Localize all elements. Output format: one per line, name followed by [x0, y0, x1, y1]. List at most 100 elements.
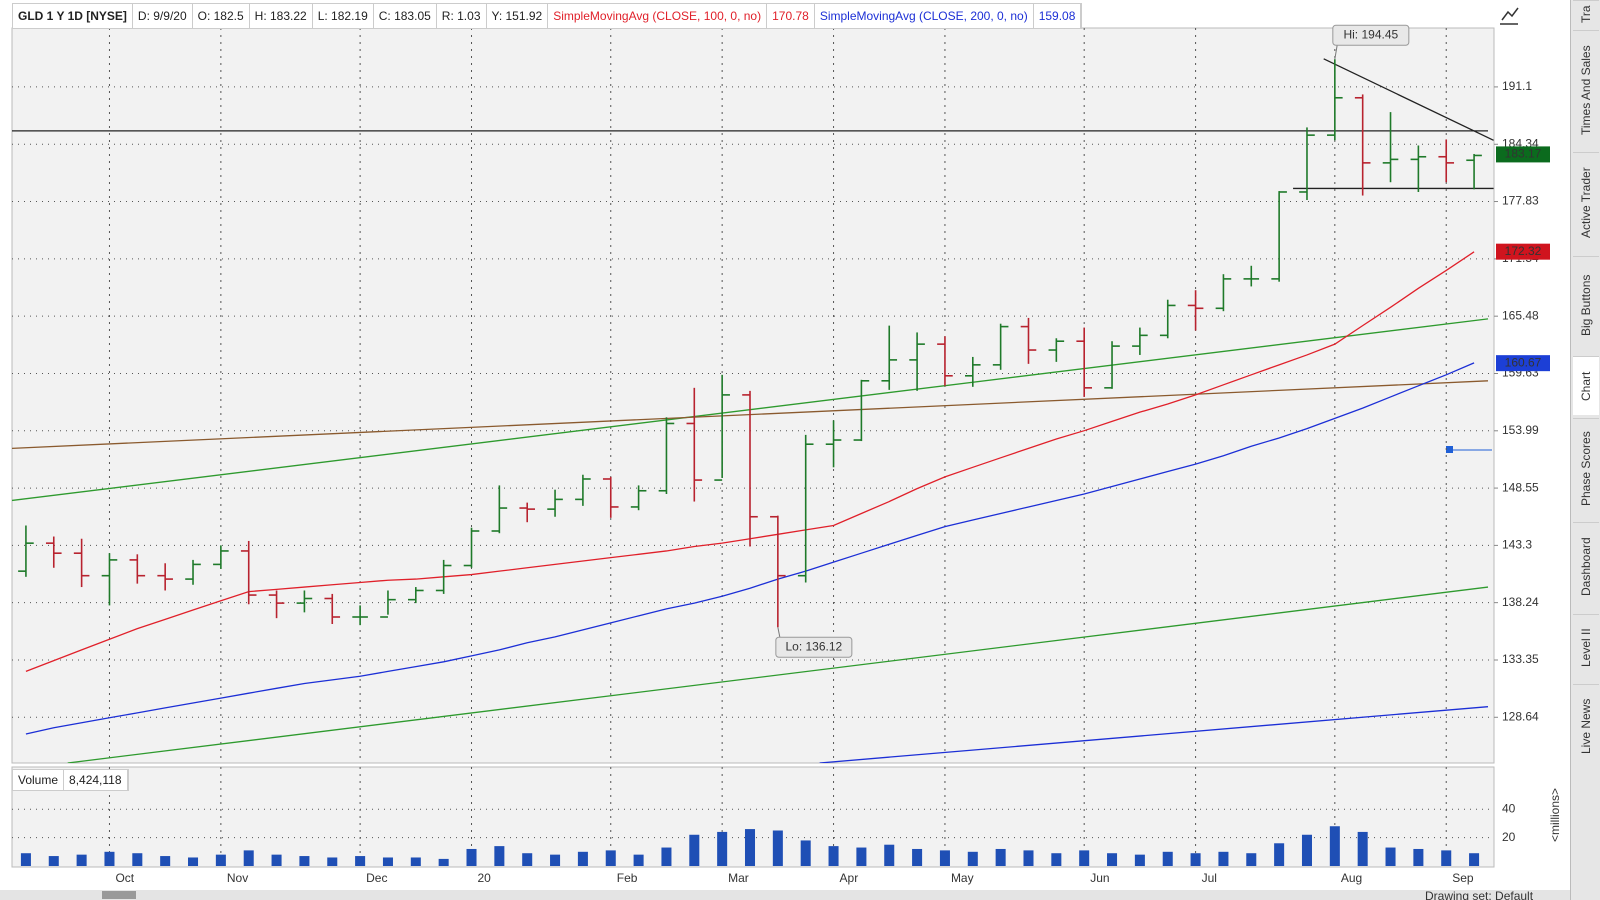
volume-bar — [1274, 843, 1285, 866]
volume-bar — [800, 840, 811, 866]
header-field: Y: 151.92 — [487, 4, 549, 28]
volume-bar — [355, 856, 366, 866]
volume-current: 8,424,118 — [64, 770, 128, 790]
volume-bar — [744, 829, 756, 866]
volume-bar — [160, 856, 171, 866]
volume-bar — [76, 854, 87, 866]
volume-bar — [1079, 850, 1090, 866]
y-tick-label: 148.55 — [1502, 480, 1539, 494]
x-tick-label: Aug — [1341, 871, 1362, 885]
volume-bar — [438, 858, 449, 866]
header-field: D: 9/9/20 — [133, 4, 193, 28]
sidebar-tab[interactable]: Tra — [1573, 0, 1599, 27]
volume-bar — [633, 854, 644, 866]
volume-bar — [215, 854, 226, 866]
sidebar-tab[interactable]: Live News — [1573, 684, 1599, 767]
price-tag-label: 183.17 — [1505, 147, 1542, 161]
volume-bar — [689, 834, 700, 866]
header-field: L: 182.19 — [313, 4, 374, 28]
price-tag — [1496, 243, 1550, 260]
sidebar-tab[interactable]: Active Trader — [1573, 152, 1599, 253]
drawing-set[interactable]: Drawing set: Default — [1425, 889, 1534, 900]
symbol-title[interactable]: GLD 1 Y 1D [NYSE] — [13, 4, 133, 28]
volume-bar — [299, 856, 310, 866]
volume-units: <millions> — [1548, 788, 1562, 842]
sidebar-tab[interactable]: Dashboard — [1573, 522, 1599, 611]
volume-bar — [939, 850, 950, 866]
volume-bar — [48, 856, 59, 866]
x-tick-label: Jul — [1202, 871, 1217, 885]
x-tick-label: Jun — [1090, 871, 1109, 885]
volume-bar — [1301, 834, 1312, 866]
scrollbar[interactable] — [0, 890, 1570, 900]
volume-bar — [577, 851, 588, 866]
sidebar-tab[interactable]: Big Buttons — [1573, 256, 1599, 353]
annotation-text: Lo: 136.12 — [785, 639, 842, 653]
trendline — [819, 706, 1489, 763]
sidebar-tab[interactable]: Times And Sales — [1573, 30, 1599, 149]
volume-bar — [828, 846, 839, 866]
x-tick-label: Apr — [840, 871, 859, 885]
price-tag-label: 160.67 — [1505, 355, 1542, 369]
volume-bar — [1051, 853, 1062, 866]
volume-bar — [856, 847, 867, 866]
volume-bar — [132, 853, 143, 866]
sidebar-tab[interactable]: Level II — [1573, 614, 1599, 681]
annotation-box — [775, 636, 853, 658]
volume-bar — [995, 848, 1006, 866]
volume-bar — [1413, 848, 1424, 866]
y-tick-label: 138.24 — [1502, 595, 1539, 609]
price-panel — [11, 27, 1495, 764]
x-tick-label: 20 — [478, 871, 492, 885]
price-tag — [1496, 355, 1550, 372]
volume-bar — [1134, 854, 1145, 866]
y-tick-label: 128.64 — [1502, 709, 1539, 723]
x-tick-label: Feb — [617, 871, 638, 885]
annotation-text: Hi: 194.45 — [1343, 27, 1398, 41]
volume-bar — [327, 857, 338, 866]
header-field: C: 183.05 — [374, 4, 437, 28]
volume-bar — [104, 851, 115, 866]
volume-bar — [550, 854, 561, 866]
x-tick-label: Nov — [227, 871, 248, 885]
volume-bar — [1357, 831, 1368, 866]
y-tick-label: 153.99 — [1502, 423, 1539, 437]
y-tick-label: 133.35 — [1502, 652, 1539, 666]
draw-icon[interactable] — [1500, 7, 1519, 25]
scroll-thumb[interactable] — [102, 891, 136, 899]
header-field: O: 182.5 — [193, 4, 250, 28]
sma-line — [25, 362, 1475, 735]
volume-bar — [1246, 853, 1257, 866]
legend-entry[interactable]: SimpleMovingAvg (CLOSE, 200, 0, no) — [815, 4, 1034, 28]
y-tick-label: 191.1 — [1502, 79, 1532, 93]
volume-bar — [717, 831, 728, 866]
volume-bar — [661, 847, 672, 866]
volume-bar — [494, 846, 505, 866]
sidebar: Tra Times And Sales Active Trader Big Bu… — [1570, 0, 1600, 900]
volume-header: Volume 8,424,118 — [12, 769, 129, 791]
volume-bar — [1329, 826, 1340, 866]
x-tick-label: Mar — [728, 871, 749, 885]
volume-bar — [1385, 847, 1396, 866]
volume-bar — [967, 851, 978, 866]
legend-entry[interactable]: SimpleMovingAvg (CLOSE, 100, 0, no) — [548, 4, 768, 28]
volume-bar — [410, 857, 421, 866]
legend-value: 159.08 — [1034, 4, 1082, 28]
chart-header: GLD 1 Y 1D [NYSE] D: 9/9/20 O: 182.5 H: … — [12, 3, 1083, 29]
y-tick-label: 20 — [1502, 830, 1516, 844]
volume-bar — [271, 854, 282, 866]
annotation-box — [1332, 24, 1410, 46]
sidebar-tab[interactable]: Phase Scores — [1573, 418, 1599, 519]
volume-bar — [522, 853, 533, 866]
trendline — [67, 586, 1489, 763]
y-tick-label: 165.48 — [1502, 308, 1539, 322]
x-tick-label: Sep — [1452, 871, 1474, 885]
sidebar-tab[interactable]: Chart — [1573, 356, 1599, 415]
y-tick-label: 177.83 — [1502, 194, 1539, 208]
y-tick-label: 143.3 — [1502, 538, 1532, 552]
y-tick-label: 40 — [1502, 801, 1516, 815]
volume-bar — [1162, 851, 1173, 866]
x-tick-label: May — [951, 871, 974, 885]
